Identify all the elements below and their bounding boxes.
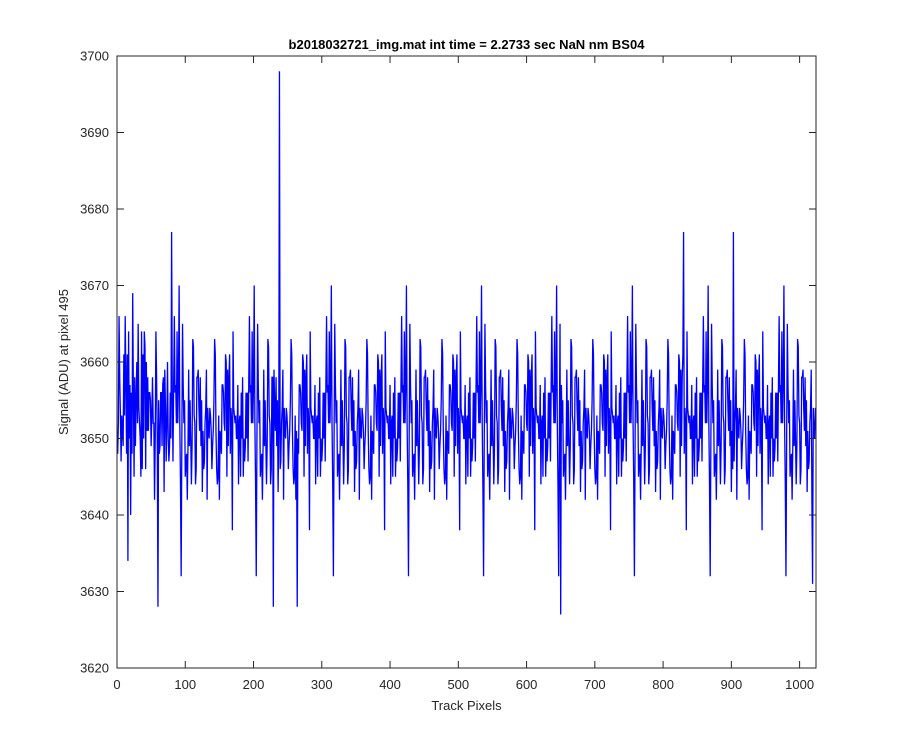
axes-layer: 0 100 200 300 400 500 600 700 800 900 1000 3620 3630… [80, 49, 817, 692]
x-tick-label: 700 [584, 677, 606, 692]
x-tick-label: 800 [652, 677, 674, 692]
y-tick-label: 3680 [80, 202, 109, 217]
y-tick-label: 3650 [80, 431, 109, 446]
x-tick-label: 1000 [785, 677, 814, 692]
y-axis-label: Signal (ADU) at pixel 495 [56, 289, 71, 435]
y-tick-label: 3630 [80, 584, 109, 599]
y-tick-label: 3640 [80, 508, 109, 523]
x-tick-label: 500 [447, 677, 469, 692]
x-tick-label: 900 [721, 677, 743, 692]
y-tick-label: 3620 [80, 661, 109, 676]
x-tick-label: 400 [379, 677, 401, 692]
y-tick-label: 3700 [80, 49, 109, 64]
y-tick-label: 3690 [80, 125, 109, 140]
x-tick-label: 300 [311, 677, 333, 692]
x-tick-label: 200 [243, 677, 265, 692]
y-tick-label: 3660 [80, 355, 109, 370]
x-tick-label: 0 [113, 677, 120, 692]
x-tick-label: 100 [174, 677, 196, 692]
series-line [117, 71, 816, 615]
chart-title: b2018032721_img.mat int time = 2.2733 se… [289, 37, 646, 52]
x-tick-label: 600 [516, 677, 538, 692]
y-tick-label: 3670 [80, 278, 109, 293]
x-axis-label: Track Pixels [431, 698, 502, 713]
data-layer [117, 71, 816, 615]
